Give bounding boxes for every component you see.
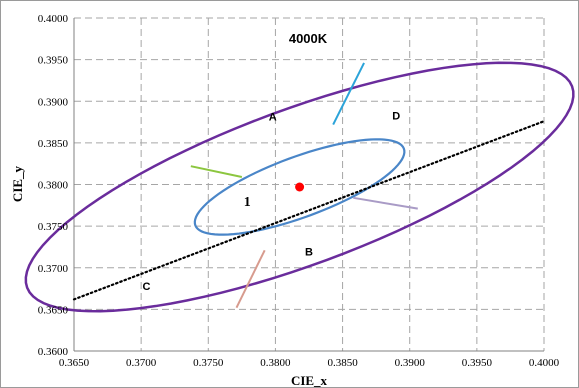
y-tick-label: 0.3850 <box>38 138 69 150</box>
y-tick-label: 0.3600 <box>38 346 69 358</box>
sector-line <box>332 62 365 126</box>
dotted-trend-line <box>72 120 546 301</box>
sector-line <box>235 249 266 309</box>
sector-line <box>353 196 418 210</box>
y-tick-label: 0.4000 <box>38 13 69 25</box>
region-label: A <box>269 111 277 123</box>
tick-layer: 0.36000.36500.37000.37500.38000.38500.39… <box>38 13 560 369</box>
chart-title: 4000K <box>289 31 328 46</box>
y-tick-label: 0.3700 <box>38 263 69 275</box>
sector-line <box>190 165 243 178</box>
x-tick-label: 0.3950 <box>462 357 493 369</box>
x-tick-label: 0.3700 <box>126 357 157 369</box>
region-label: C <box>143 281 151 293</box>
x-tick-label: 0.3650 <box>59 357 90 369</box>
y-tick-label: 0.3800 <box>38 180 69 192</box>
grid-layer <box>73 17 545 352</box>
plot-layer: A B C D 1 <box>24 61 575 313</box>
region-label: D <box>392 111 400 123</box>
y-axis-title: CIE_y <box>10 165 25 202</box>
x-tick-label: 0.3900 <box>395 357 426 369</box>
y-tick-label: 0.3750 <box>38 221 69 233</box>
x-tick-label: 0.3800 <box>260 357 291 369</box>
x-tick-label: 0.4000 <box>529 357 560 369</box>
x-tick-label: 0.3850 <box>327 357 358 369</box>
y-tick-label: 0.3950 <box>38 55 69 67</box>
center-point <box>295 182 305 192</box>
region-label: B <box>305 246 313 258</box>
y-tick-label: 0.3650 <box>38 304 69 316</box>
region-label: 1 <box>244 195 251 210</box>
x-tick-label: 0.3750 <box>193 357 224 369</box>
y-tick-label: 0.3900 <box>38 96 69 108</box>
x-axis-title: CIE_x <box>291 373 328 388</box>
outer-ellipse <box>24 61 575 313</box>
